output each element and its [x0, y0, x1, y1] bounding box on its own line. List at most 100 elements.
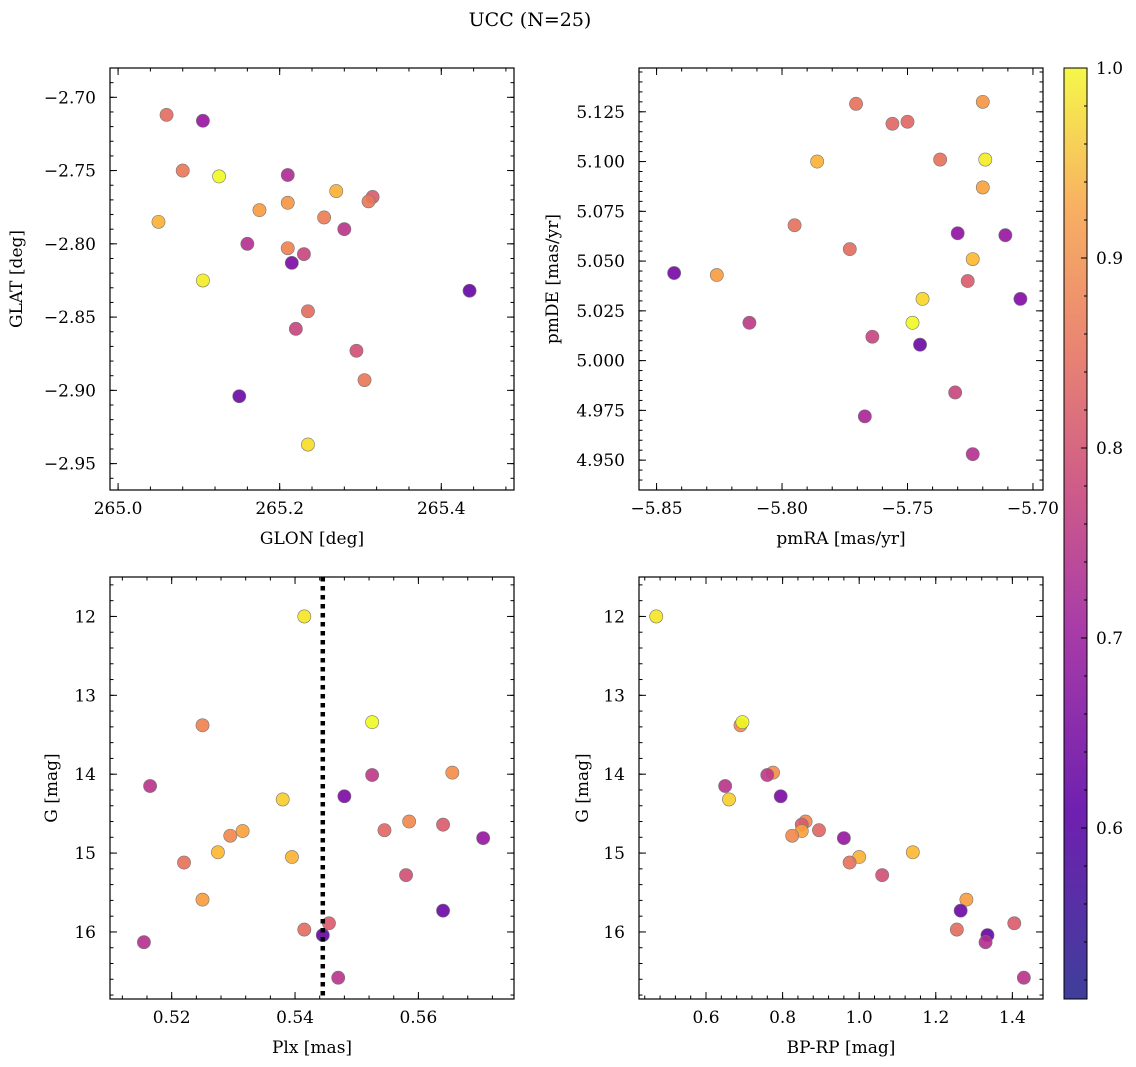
data-point — [965, 252, 980, 266]
colorbar-tick-label: 0.7 — [1096, 629, 1123, 649]
data-point — [875, 868, 890, 883]
data-point — [842, 242, 857, 257]
data-point — [649, 609, 664, 624]
data-point — [275, 792, 290, 807]
y-axis-label: pmDE [mas/yr] — [543, 214, 563, 344]
data-point — [284, 255, 299, 270]
x-tick-label: −5.80 — [756, 499, 808, 519]
x-tick-label: 265.2 — [255, 499, 304, 519]
data-point — [177, 855, 191, 870]
data-point — [297, 609, 312, 624]
data-point — [402, 814, 417, 829]
y-tick-label: 5.125 — [576, 103, 625, 123]
data-point — [361, 194, 376, 209]
data-point — [235, 824, 250, 838]
colorbar-tick-label: 1.0 — [1096, 59, 1123, 79]
x-tick-label: −5.70 — [1007, 499, 1059, 519]
data-point — [137, 935, 151, 950]
data-point — [232, 389, 247, 404]
data-point — [436, 817, 450, 832]
data-point — [950, 226, 965, 241]
data-point — [836, 831, 851, 845]
data-point — [349, 343, 364, 358]
data-point — [849, 96, 863, 111]
y-tick-label: 15 — [603, 844, 625, 864]
data-point — [760, 768, 775, 782]
data-point — [975, 94, 990, 109]
x-tick-label: 1.0 — [846, 1008, 873, 1028]
x-tick-label: 0.6 — [692, 1008, 719, 1028]
data-point — [301, 304, 315, 319]
y-tick-label: −2.90 — [44, 381, 96, 401]
data-point — [280, 195, 295, 210]
data-point — [337, 789, 352, 804]
data-point — [949, 922, 964, 937]
y-tick-label: −2.80 — [44, 235, 96, 255]
x-tick-label: 0.52 — [153, 1008, 191, 1028]
data-point — [978, 152, 993, 167]
y-tick-label: 5.075 — [576, 202, 625, 222]
y-tick-label: 13 — [74, 686, 96, 706]
data-point — [667, 266, 682, 280]
y-tick-label: 12 — [603, 607, 625, 627]
colorbar-tick-label: 0.8 — [1096, 439, 1123, 459]
y-tick-label: −2.75 — [44, 162, 96, 182]
data-point — [365, 768, 380, 782]
y-tick-label: 5.025 — [576, 302, 625, 322]
plot-frame — [638, 67, 1044, 491]
data-point — [965, 447, 980, 462]
colorbar-tick-label: 0.9 — [1096, 249, 1123, 269]
data-point — [151, 214, 166, 229]
data-point — [842, 855, 857, 870]
data-point — [975, 180, 990, 195]
data-point — [195, 718, 210, 733]
data-point — [175, 163, 190, 178]
data-point — [915, 292, 930, 306]
data-point — [812, 823, 826, 838]
data-point — [196, 113, 210, 128]
data-point — [953, 903, 968, 918]
data-point — [905, 315, 920, 330]
y-tick-label: 13 — [603, 686, 625, 706]
y-tick-label: −2.70 — [44, 88, 96, 108]
plot-frame — [109, 67, 515, 491]
x-tick-label: 265.4 — [417, 499, 466, 519]
x-tick-label: 265.0 — [94, 499, 143, 519]
data-point — [285, 850, 299, 864]
x-tick-label: 0.56 — [399, 1008, 437, 1028]
x-tick-label: 1.2 — [922, 1008, 949, 1028]
data-point — [301, 437, 315, 452]
data-point — [933, 152, 948, 167]
scatter-panel-4: 0.6 0.8 1.0 1.2 1.4 12 13 14 15 16 BP-RP [mag] G [m… — [573, 576, 1044, 1058]
colorbar-tick-label: 0.6 — [1096, 819, 1123, 839]
scatter-panel-3: 0.52 0.54 0.56 12 13 14 15 16 Plx [mas] G [mag] — [42, 576, 515, 1058]
data-point — [357, 373, 372, 388]
y-tick-label: −2.95 — [44, 455, 96, 475]
y-tick-label: 4.975 — [576, 401, 625, 421]
data-point — [722, 792, 736, 807]
scatter-panel-2: −5.85 −5.80 −5.75 −5.70 4.950 4.975 5.000 5.025… — [543, 67, 1059, 549]
data-point — [735, 715, 750, 730]
data-point — [195, 892, 210, 907]
data-point — [978, 935, 993, 950]
colorbar-gradient — [1063, 67, 1088, 1000]
y-axis-label: G [mag] — [573, 753, 593, 822]
y-axis-label: GLAT [deg] — [7, 230, 27, 328]
data-point — [865, 329, 880, 344]
x-axis-label: GLON [deg] — [260, 529, 364, 549]
data-point — [212, 169, 226, 184]
data-point — [436, 903, 450, 918]
data-point — [785, 828, 800, 843]
data-point — [223, 828, 238, 843]
x-tick-label: 1.4 — [999, 1008, 1026, 1028]
data-point — [773, 789, 788, 804]
y-axis-label: G [mag] — [42, 753, 62, 822]
y-tick-label: 16 — [603, 923, 625, 943]
y-tick-label: 5.100 — [576, 153, 625, 173]
y-tick-label: −2.85 — [44, 308, 96, 328]
y-tick-label: 15 — [74, 844, 96, 864]
y-tick-label: 5.000 — [576, 352, 625, 372]
y-tick-label: 12 — [74, 607, 96, 627]
x-tick-label: −5.75 — [881, 499, 933, 519]
